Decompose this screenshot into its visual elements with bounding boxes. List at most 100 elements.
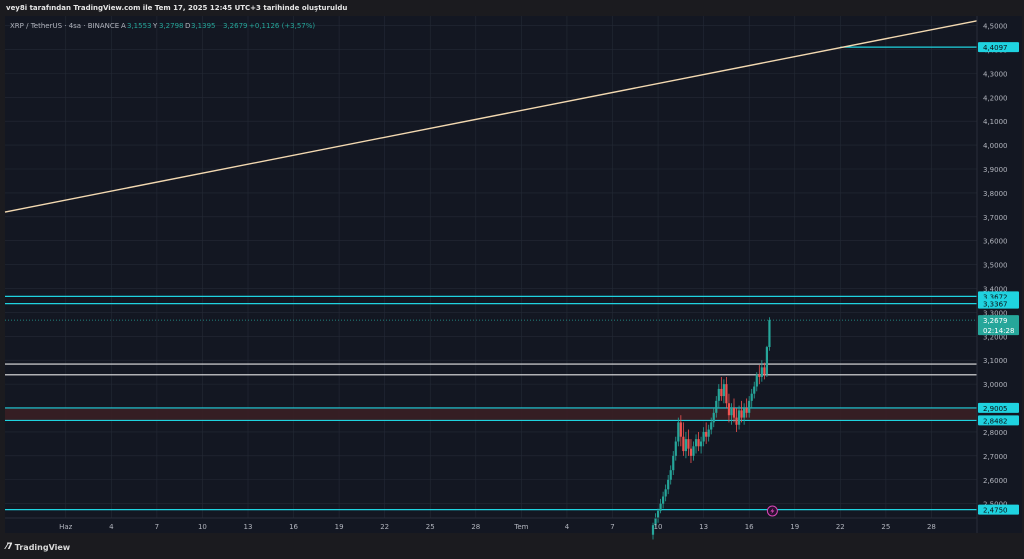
candle-body bbox=[687, 439, 690, 449]
candle-body bbox=[682, 436, 685, 452]
price-label-text: 4,4097 bbox=[983, 44, 1008, 52]
time-tick-label: 28 bbox=[927, 523, 936, 531]
time-tick-label: 10 bbox=[198, 523, 207, 531]
grid-lines bbox=[5, 16, 977, 518]
time-tick-label: 4 bbox=[109, 523, 114, 531]
price-tick-label: 3,9000 bbox=[983, 166, 1008, 174]
trendline-layer[interactable] bbox=[4, 20, 978, 213]
candle-body bbox=[743, 408, 746, 418]
candle-body bbox=[732, 408, 736, 418]
candle-body bbox=[760, 367, 763, 377]
price-tick-label: 4,2000 bbox=[983, 94, 1008, 102]
candle-body bbox=[664, 489, 667, 497]
snapshot-caption: vey8i tarafından TradingView.com ile Tem… bbox=[6, 4, 348, 12]
price-tick-label: 2,7000 bbox=[983, 453, 1008, 461]
candle-body bbox=[669, 470, 672, 480]
price-axis[interactable]: 4,50004,40004,30004,20004,10004,00003,90… bbox=[976, 16, 1022, 533]
price-label-text: 3,3672 bbox=[983, 293, 1008, 301]
candle-body bbox=[722, 384, 725, 397]
candle-body bbox=[730, 408, 733, 416]
candlesticks bbox=[651, 317, 771, 540]
time-tick-label: 13 bbox=[244, 523, 253, 531]
tradingview-logo: ⁄7 TradingView bbox=[6, 542, 70, 552]
horizontal-lines[interactable] bbox=[5, 46, 977, 511]
candle-body bbox=[672, 455, 675, 471]
low-label: D bbox=[185, 22, 190, 30]
time-tick-label: 16 bbox=[745, 523, 754, 531]
close-value: 3,2679 bbox=[223, 22, 248, 30]
zone-layer bbox=[5, 407, 977, 421]
candle-body bbox=[717, 388, 720, 401]
lightning-marker-icon[interactable] bbox=[766, 505, 778, 517]
candle-body bbox=[748, 400, 751, 413]
time-tick-label: 25 bbox=[426, 523, 435, 531]
candle-body bbox=[697, 439, 700, 447]
candle-body bbox=[725, 384, 728, 404]
price-label-box bbox=[978, 402, 1019, 413]
price-tick-label: 3,2000 bbox=[983, 333, 1008, 341]
time-tick-label: Tem bbox=[513, 523, 528, 531]
trendline[interactable] bbox=[4, 20, 978, 213]
candle-body bbox=[662, 496, 665, 504]
price-label-text: 2,4750 bbox=[983, 507, 1008, 515]
price-tick-label: 3,7000 bbox=[983, 214, 1008, 222]
candle-body bbox=[768, 320, 771, 348]
support-zone bbox=[5, 407, 977, 421]
price-tick-label: 3,1000 bbox=[983, 357, 1008, 365]
time-tick-label: 13 bbox=[699, 523, 708, 531]
candle-body bbox=[659, 503, 662, 511]
symbol-title: XRP / TetherUS · 4sa · BINANCE bbox=[10, 22, 119, 30]
candle-body bbox=[755, 374, 758, 387]
candle-body bbox=[758, 374, 761, 377]
candle-body bbox=[656, 510, 660, 518]
price-tick-label: 4,1000 bbox=[983, 118, 1008, 126]
brand-name: TradingView bbox=[14, 542, 71, 552]
candle-body bbox=[679, 422, 682, 437]
time-tick-label: 16 bbox=[289, 523, 298, 531]
time-tick-label: 7 bbox=[610, 523, 614, 531]
price-label-text: 3,3367 bbox=[983, 301, 1008, 309]
price-tick-label: 3,8000 bbox=[983, 190, 1008, 198]
candle-body bbox=[705, 431, 708, 437]
price-tick-label: 4,0000 bbox=[983, 142, 1008, 150]
price-tick-label: 2,8000 bbox=[983, 429, 1008, 437]
open-value: 3,1553 bbox=[127, 22, 152, 30]
time-tick-label: 22 bbox=[380, 523, 389, 531]
price-tick-label: 4,3000 bbox=[983, 70, 1008, 78]
price-tick-label: 4,5000 bbox=[983, 23, 1008, 31]
candle-body bbox=[677, 422, 680, 442]
candle-body bbox=[702, 431, 705, 442]
symbol-legend: XRP / TetherUS · 4sa · BINANCE A 3,1553 … bbox=[10, 22, 315, 30]
candle-body bbox=[689, 448, 693, 456]
candle-body bbox=[651, 525, 655, 535]
candle-body bbox=[707, 429, 710, 437]
plot-background bbox=[5, 16, 1022, 533]
lightning-bolt-icon[interactable] bbox=[770, 508, 775, 514]
change-value: +0,1126 (+3,57%) bbox=[249, 22, 315, 30]
candle-body bbox=[674, 441, 677, 456]
candle-body bbox=[735, 417, 738, 425]
candle-body bbox=[720, 388, 723, 397]
candle-body bbox=[654, 518, 657, 526]
time-tick-label: 22 bbox=[836, 523, 845, 531]
time-tick-label: Haz bbox=[59, 523, 73, 531]
open-label: A bbox=[121, 22, 126, 30]
candle-body bbox=[740, 410, 743, 418]
price-tick-label: 3,6000 bbox=[983, 238, 1008, 246]
time-tick-label: 7 bbox=[155, 523, 159, 531]
high-value: 3,2798 bbox=[159, 22, 184, 30]
candle-body bbox=[745, 408, 748, 413]
candle-body bbox=[710, 422, 713, 430]
candle-body bbox=[753, 386, 756, 394]
price-tick-label: 3,5000 bbox=[983, 262, 1008, 270]
current-price-text: 3,2679 bbox=[983, 317, 1008, 325]
time-tick-label: 10 bbox=[654, 523, 663, 531]
price-label-text: 2,9005 bbox=[983, 405, 1008, 413]
candle-body bbox=[750, 393, 753, 401]
candle-body bbox=[692, 446, 695, 456]
time-axis[interactable]: Haz 4 7 10 13 16 19 22 25 28 Tem 4 7 10 13 16 19 22 25 28 bbox=[5, 517, 977, 531]
countdown-text: 02:14:28 bbox=[983, 327, 1014, 335]
